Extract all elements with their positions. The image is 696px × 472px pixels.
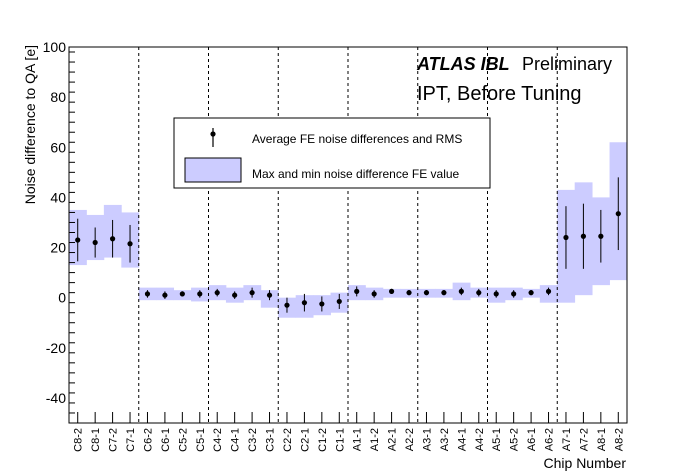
data-point-a5-1 — [493, 291, 499, 297]
data-point-c5-1 — [197, 291, 203, 297]
x-tick-label-a5-1: A5-1 — [491, 428, 503, 451]
data-point-c1-2 — [319, 301, 325, 307]
x-tick-label-c5-2: C5-2 — [177, 428, 189, 452]
y-tick-label: 40 — [50, 189, 66, 205]
x-tick-label-a6-1: A6-1 — [526, 428, 538, 451]
y-tick-label: 20 — [50, 240, 66, 256]
data-point-a1-1 — [354, 288, 360, 294]
data-point-c7-2 — [109, 236, 116, 242]
data-point-c4-2 — [214, 290, 220, 296]
data-point-c7-1 — [127, 241, 133, 247]
x-tick-label-a6-2: A6-2 — [544, 428, 556, 451]
data-point-a8-2 — [615, 211, 621, 217]
y-tick-label: 60 — [50, 139, 66, 155]
x-tick-label-a7-2: A7-2 — [578, 428, 590, 451]
data-point-a4-2 — [476, 290, 482, 296]
data-point-c8-1 — [92, 239, 98, 246]
data-points — [75, 177, 621, 313]
x-tick-label-a3-1: A3-1 — [421, 428, 433, 451]
y-tick-label: 0 — [58, 290, 66, 306]
data-point-c8-2 — [75, 237, 81, 243]
data-point-a6-1 — [528, 290, 534, 296]
x-tick-label-a5-2: A5-2 — [509, 428, 521, 451]
data-point-a4-1 — [458, 288, 464, 294]
x-tick-label-c8-1: C8-1 — [90, 428, 102, 452]
x-tick-label-a8-1: A8-1 — [596, 428, 608, 451]
data-point-a7-1 — [563, 234, 569, 241]
x-tick-label-c3-2: C3-2 — [247, 428, 259, 452]
plot-frame — [68, 46, 628, 424]
x-tick-label-a8-2: A8-2 — [613, 428, 625, 451]
chip-dividers — [138, 47, 558, 423]
data-point-c4-1 — [232, 292, 238, 298]
x-tick-label-c5-1: C5-1 — [195, 428, 207, 452]
y-tick-label: -20 — [46, 340, 66, 356]
x-tick-label-c4-2: C4-2 — [212, 428, 224, 452]
x-tick-label-a2-1: A2-1 — [387, 428, 399, 451]
x-tick-label-c8-2: C8-2 — [73, 428, 85, 452]
data-point-c5-2 — [179, 291, 185, 297]
data-point-a6-2 — [545, 288, 552, 294]
chart-subtitle: IPT, Before Tuning — [417, 83, 582, 105]
data-point-a5-2 — [511, 291, 517, 297]
data-point-c6-1 — [162, 292, 168, 298]
x-tick-label-a2-2: A2-2 — [404, 428, 416, 451]
data-point-c3-1 — [266, 292, 273, 298]
data-point-c2-1 — [301, 300, 308, 306]
legend-label-minmax: Max and min noise difference FE value — [252, 167, 460, 181]
x-tick-label-a1-1: A1-1 — [352, 428, 364, 451]
data-point-a3-2 — [441, 290, 447, 296]
x-tick-label-c6-2: C6-2 — [142, 428, 154, 452]
legend-band-icon — [184, 157, 242, 183]
x-tick-label-a7-1: A7-1 — [561, 428, 573, 451]
x-tick-label-a3-2: A3-2 — [439, 428, 451, 451]
data-point-c3-2 — [249, 290, 255, 296]
legend: Average FE noise differences and RMS Max… — [173, 117, 491, 189]
data-point-c1-1 — [336, 298, 342, 305]
data-point-a3-1 — [423, 290, 430, 296]
x-tick-label-c4-1: C4-1 — [230, 428, 242, 452]
data-point-a1-2 — [371, 291, 377, 297]
x-tick-label-c7-1: C7-1 — [125, 428, 137, 452]
x-tick-label-c2-2: C2-2 — [282, 428, 294, 452]
x-tick-label-c3-1: C3-1 — [265, 428, 277, 452]
x-tick-label-c6-1: C6-1 — [160, 428, 172, 452]
legend-marker-icon — [210, 131, 216, 137]
y-axis: -40 -20 0 20 40 60 80 100 — [43, 39, 75, 424]
data-point-c2-2 — [284, 302, 290, 308]
x-tick-label-c7-2: C7-2 — [108, 428, 120, 452]
x-tick-label-a4-2: A4-2 — [474, 428, 486, 451]
x-axis: C8-2 C8-1 C7-2 C7-1 C6-2 C6-1 C5-2 C5-1 C4-2 C4-1… — [73, 412, 625, 452]
x-axis-label: Chip Number — [544, 455, 627, 471]
x-tick-label-c1-2: C1-2 — [317, 428, 329, 452]
data-point-c6-2 — [144, 291, 151, 297]
atlas-label: ATLAS IBL — [416, 54, 510, 74]
y-tick-label: 80 — [50, 89, 66, 105]
y-tick-label: -40 — [46, 390, 66, 406]
y-tick-label: 100 — [43, 39, 67, 55]
y-axis-label: Noise difference to QA [e] — [22, 45, 38, 204]
legend-label-average: Average FE noise differences and RMS — [252, 132, 462, 146]
data-point-a8-1 — [598, 233, 604, 239]
preliminary-label: Preliminary — [522, 54, 612, 74]
x-tick-label-a4-1: A4-1 — [456, 428, 468, 451]
data-point-a2-1 — [388, 288, 395, 294]
data-point-a7-2 — [580, 233, 587, 239]
x-tick-label-c2-1: C2-1 — [299, 428, 311, 452]
x-tick-label-a1-2: A1-2 — [369, 428, 381, 451]
x-tick-label-c1-1: C1-1 — [334, 428, 346, 452]
data-point-a2-2 — [406, 290, 412, 296]
